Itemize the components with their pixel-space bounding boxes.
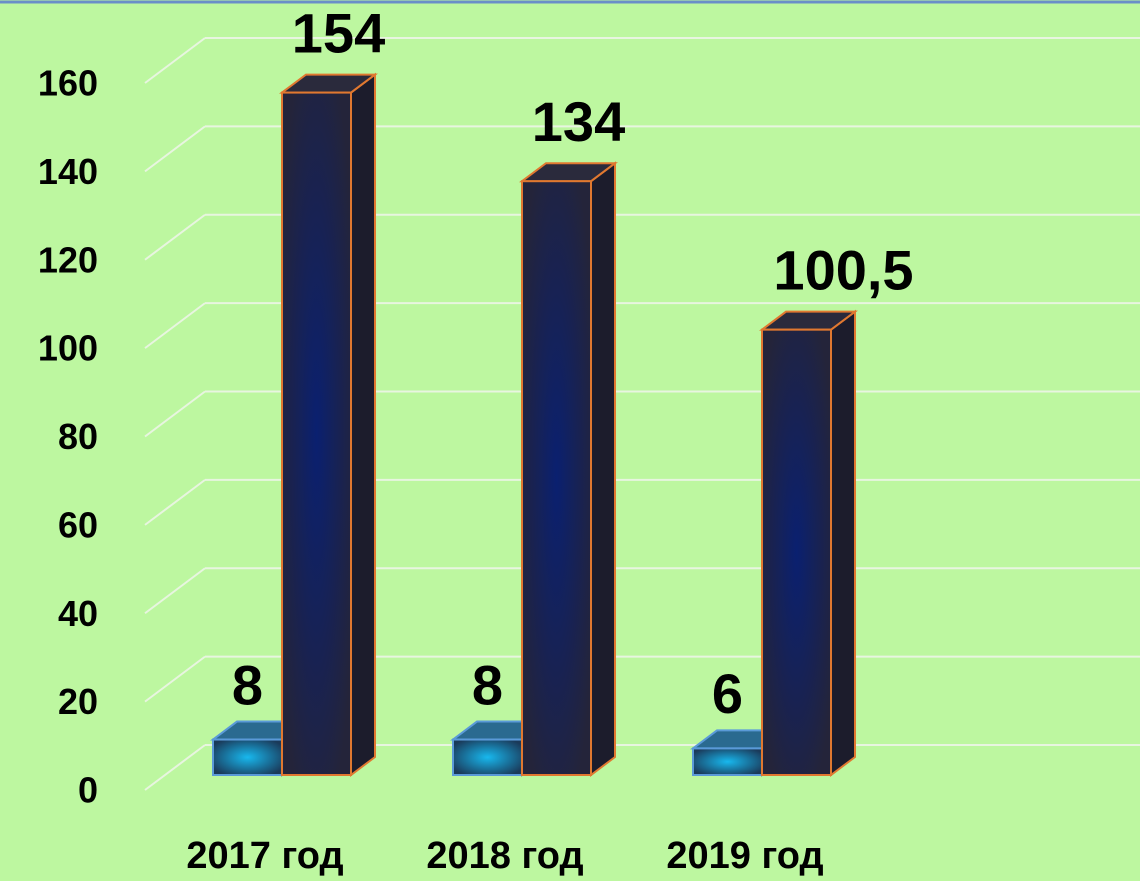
grid-line-floor xyxy=(144,744,206,791)
y-tick-label: 80 xyxy=(58,416,98,457)
grid-line-floor xyxy=(144,567,206,615)
y-tick-label: 120 xyxy=(38,239,98,280)
bar xyxy=(521,180,592,776)
y-tick-label: 20 xyxy=(58,681,98,722)
grid-line-floor xyxy=(144,302,206,349)
bar-side xyxy=(350,72,376,777)
bar xyxy=(212,738,283,776)
bar xyxy=(452,738,523,776)
grid-line-floor xyxy=(144,390,206,438)
x-tick-label: 2017 год xyxy=(186,835,343,877)
data-label: 154 xyxy=(292,1,385,64)
bar xyxy=(281,91,352,776)
data-label: 134 xyxy=(532,90,625,153)
y-tick-label: 140 xyxy=(38,151,98,192)
y-tick-label: 40 xyxy=(58,593,98,634)
bar xyxy=(692,747,763,776)
y-tick-label: 60 xyxy=(58,504,98,545)
bar-side xyxy=(590,161,616,777)
grid-line-floor xyxy=(144,479,206,526)
y-tick-label: 160 xyxy=(38,63,98,104)
data-label: 6 xyxy=(712,662,743,725)
y-tick-label: 0 xyxy=(78,770,98,811)
data-label: 100,5 xyxy=(773,238,913,301)
grid-line-floor xyxy=(144,213,206,261)
grid-line-floor xyxy=(144,37,206,84)
y-tick-label: 100 xyxy=(38,328,98,369)
data-label: 8 xyxy=(232,653,263,716)
grid-line-floor xyxy=(144,655,206,703)
bar xyxy=(761,328,832,776)
x-tick-label: 2019 год xyxy=(666,835,823,877)
x-tick-label: 2018 год xyxy=(426,835,583,877)
grid-line-floor xyxy=(144,125,206,173)
bar-side xyxy=(830,309,856,777)
data-label: 8 xyxy=(472,653,503,716)
